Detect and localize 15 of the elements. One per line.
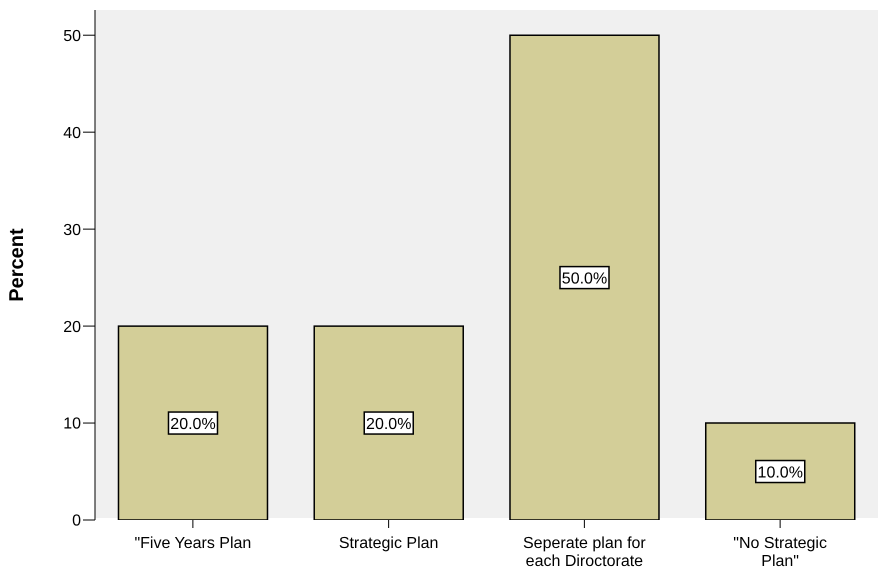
y-tick-label: 10 [63, 416, 82, 433]
x-tick-label: "No Strategic Plan" [733, 535, 827, 570]
y-tick-label: 40 [63, 124, 82, 142]
y-axis-title: Percent [6, 228, 28, 302]
y-tick-label: 0 [72, 512, 82, 530]
y-tick-label: 50 [63, 28, 82, 45]
x-tick-label: "Five Years Plan [134, 535, 252, 552]
data-label: 20.0% [170, 416, 216, 434]
data-label: 10.0% [758, 464, 803, 482]
y-tick-label: 20 [63, 318, 82, 336]
x-tick-label: Seperate plan for each Diroctorate [523, 535, 646, 570]
data-label: 50.0% [562, 270, 608, 288]
data-label: 20.0% [366, 416, 412, 434]
x-tick-label: Strategic Plan [338, 535, 438, 552]
y-tick-label: 30 [63, 222, 82, 239]
